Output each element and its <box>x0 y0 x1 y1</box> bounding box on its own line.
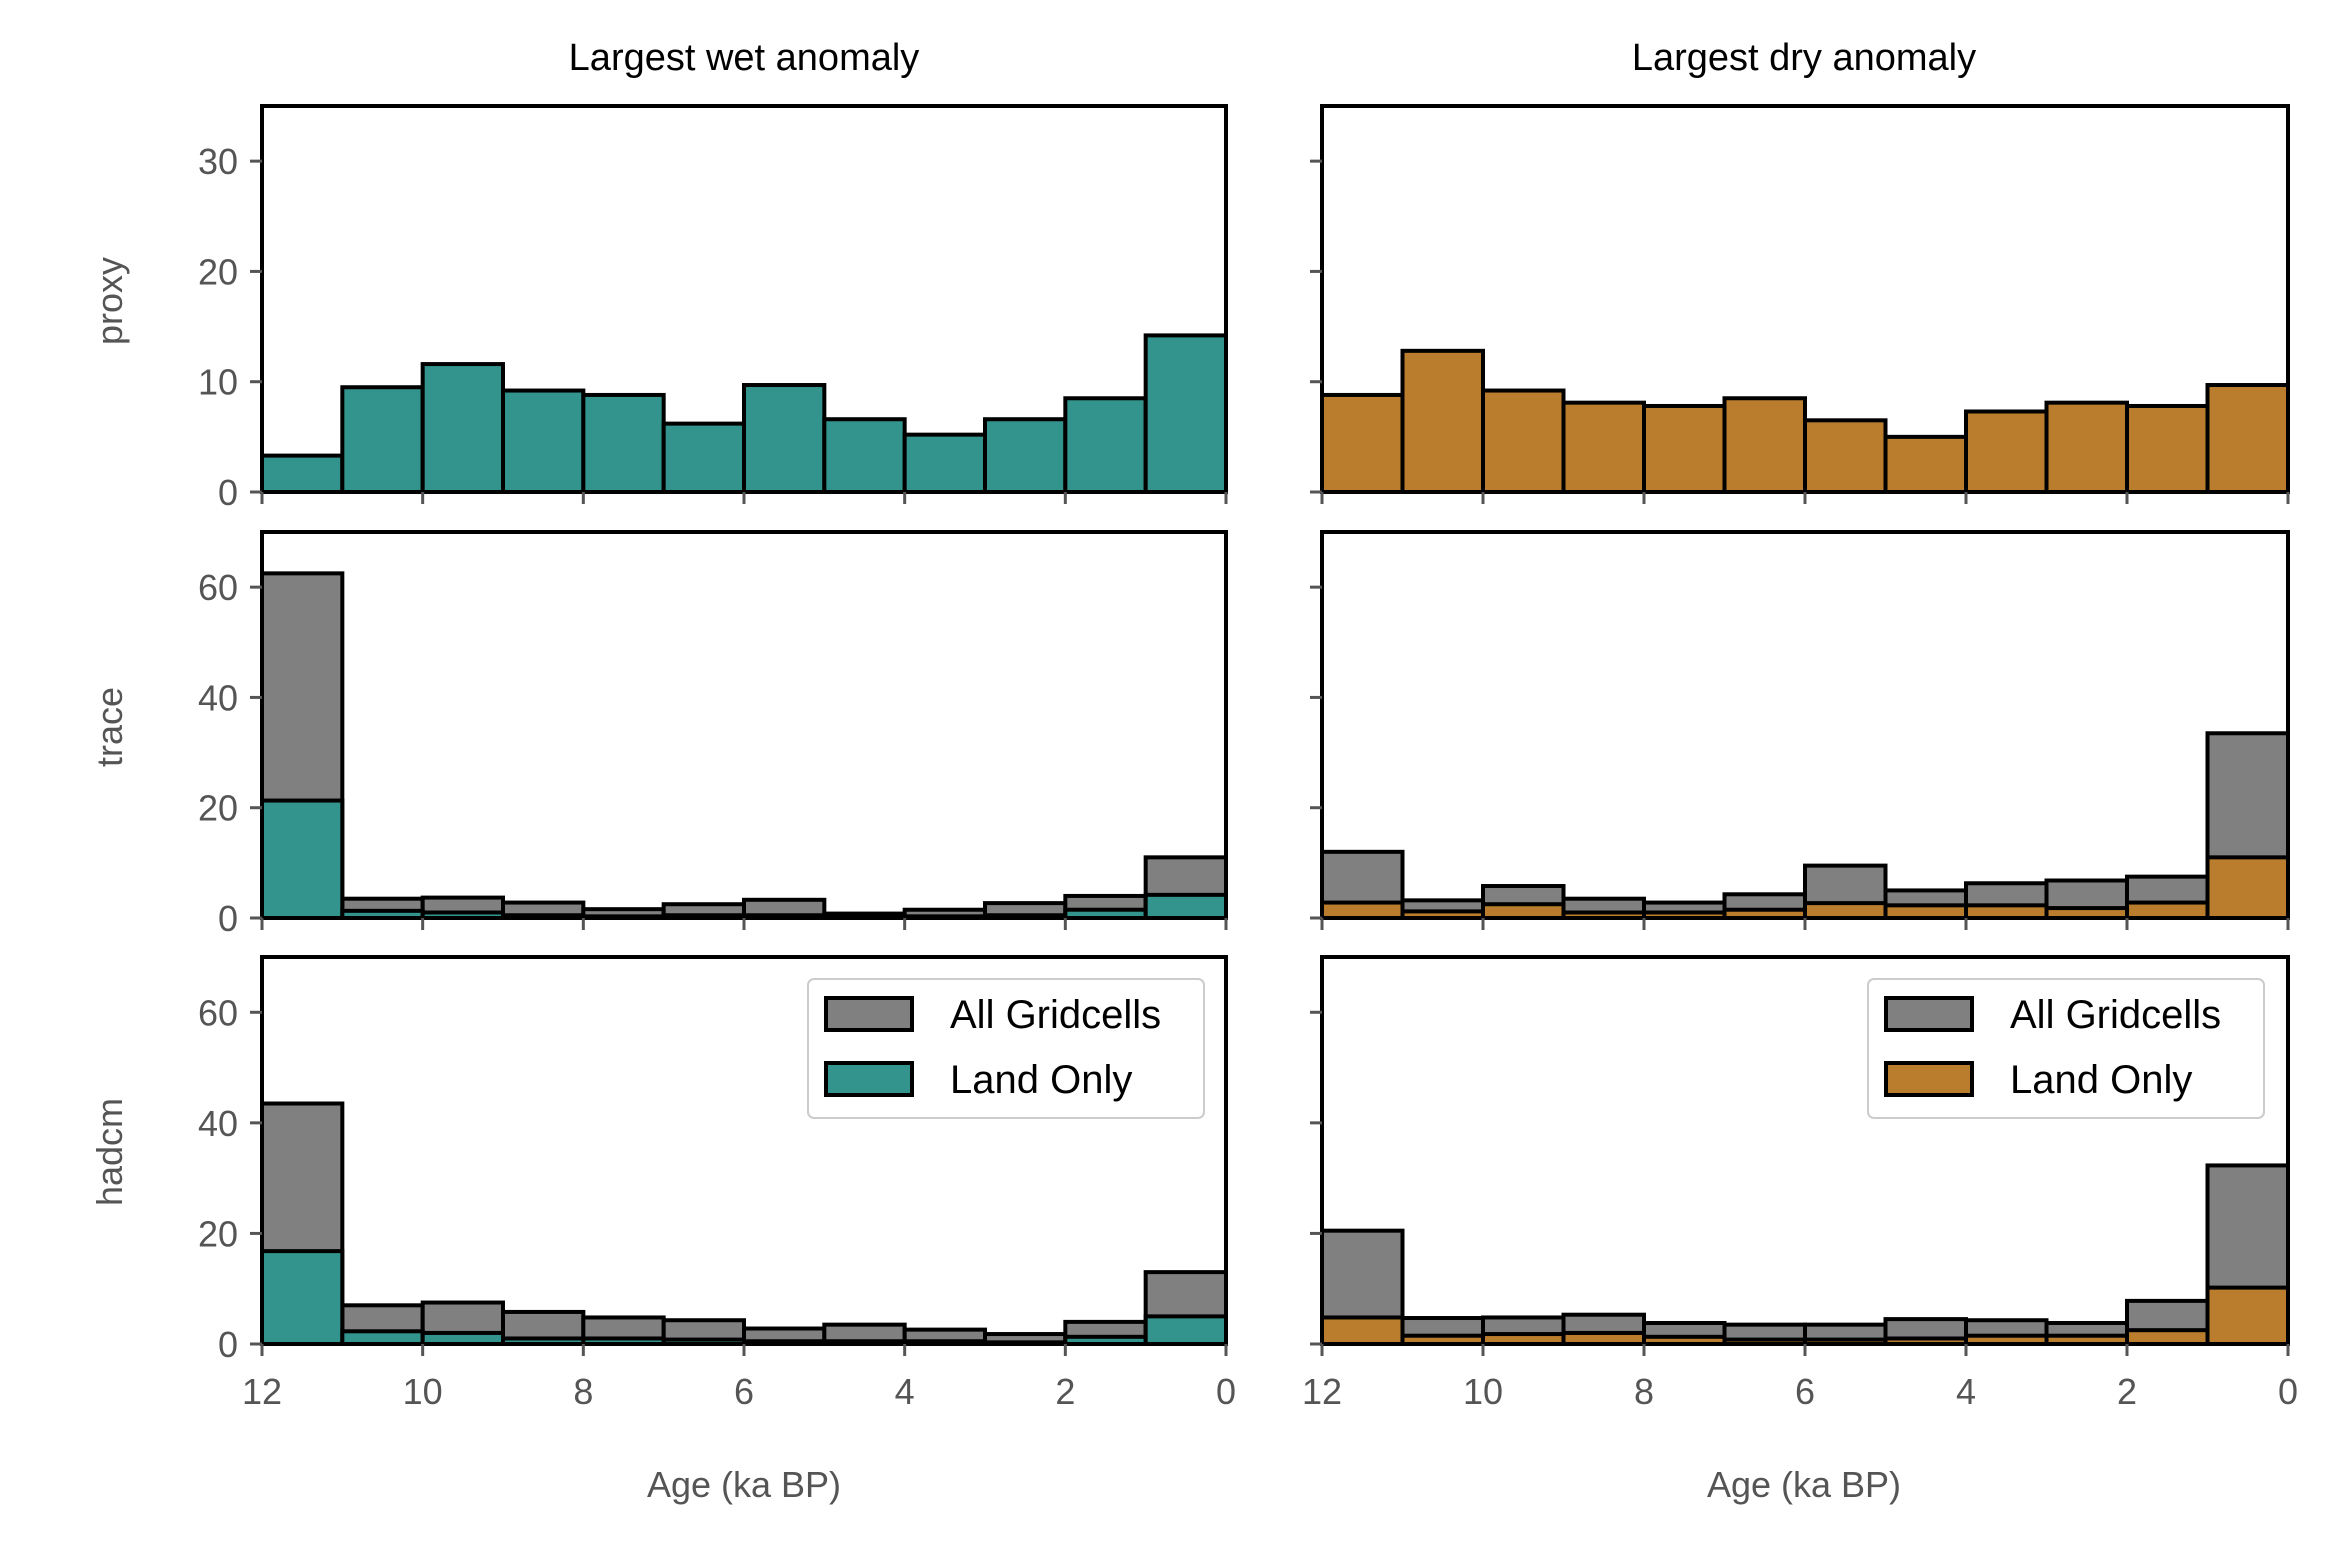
panel-trace-wet: 0 20 40 60 <box>198 530 1228 939</box>
bar-land-only <box>1803 418 1888 495</box>
bar-land-only <box>1803 901 1888 921</box>
bar-land-only <box>1964 409 2049 494</box>
legend-swatch-land <box>824 1061 914 1097</box>
legend-swatch-all <box>1884 996 1974 1032</box>
x-tick-label: 4 <box>1956 1371 1976 1412</box>
bar-land-only <box>1883 434 1968 495</box>
x-tick-label: 0 <box>2278 1371 2298 1412</box>
x-tick-label: 12 <box>1302 1371 1342 1412</box>
x-tick-label: 6 <box>734 1371 754 1412</box>
x-tick-label: 6 <box>1795 1371 1815 1412</box>
y-tick-label: 40 <box>198 677 238 718</box>
column-title-dry: Largest dry anomaly <box>1632 37 1976 79</box>
bar-land-only <box>1481 902 1566 921</box>
x-tick-label: 2 <box>2117 1371 2137 1412</box>
bar-land-only <box>260 798 345 920</box>
bar-land-only <box>2125 403 2210 494</box>
bar-land-only <box>2125 900 2210 920</box>
bar-land-only <box>2205 855 2290 920</box>
y-tick-label: 0 <box>218 898 238 939</box>
y-tick-label: 20 <box>198 788 238 829</box>
y-tick-label: 40 <box>198 1103 238 1144</box>
bar-land-only <box>1143 333 1228 494</box>
bar-land-only <box>1722 396 1807 494</box>
row-label-proxy: proxy <box>89 257 130 345</box>
bar-land-only <box>1320 1315 1405 1347</box>
y-tick-label: 30 <box>198 141 238 182</box>
legend-swatch-all <box>824 996 914 1032</box>
bar-land-only <box>1320 900 1405 920</box>
x-axis-label-dry: Age (ka BP) <box>1707 1464 1901 1505</box>
bar-land-only <box>742 383 827 494</box>
bar-land-only <box>1642 403 1727 494</box>
bar-land-only <box>2125 1328 2210 1347</box>
panel-trace-dry <box>1310 530 2290 930</box>
bar-land-only <box>902 432 988 494</box>
row-label-hadcm: hadcm <box>89 1098 130 1206</box>
bar-land-only <box>1143 892 1228 921</box>
bar-land-only <box>822 417 907 494</box>
bar-land-only <box>2205 1285 2290 1346</box>
column-title-wet: Largest wet anomaly <box>569 37 920 79</box>
panel-hadcm-dry: 12 10 8 6 4 2 0 <box>1302 955 2298 1412</box>
y-tick-label: 20 <box>198 251 238 292</box>
bar-land-only <box>661 421 747 495</box>
bar-land-only <box>260 1249 345 1346</box>
bar-land-only <box>1063 396 1148 494</box>
legend-label-all: All Gridcells <box>2010 993 2221 1037</box>
x-tick-label: 10 <box>1463 1371 1503 1412</box>
bar-land-only <box>1561 400 1646 495</box>
legend-wet: All Gridcells Land Only <box>807 978 1205 1119</box>
x-axis-label-wet: Age (ka BP) <box>647 1464 841 1505</box>
row-label-trace: trace <box>89 687 130 767</box>
x-tick-label: 4 <box>895 1371 915 1412</box>
bar-land-only <box>1400 348 1485 494</box>
y-tick-label: 20 <box>198 1213 238 1254</box>
bar-land-only <box>2044 400 2129 495</box>
bar-land-only <box>420 362 505 494</box>
bar-land-only <box>260 453 345 494</box>
panel-proxy-dry <box>1310 104 2290 504</box>
y-tick-label: 10 <box>198 362 238 403</box>
legend-swatch-land <box>1884 1061 1974 1097</box>
y-tick-label: 60 <box>198 567 238 608</box>
legend-label-land: Land Only <box>2010 1058 2192 1102</box>
panel-proxy-wet: 0 10 20 30 <box>198 104 1228 513</box>
x-tick-label: 8 <box>573 1371 593 1412</box>
y-tick-label: 60 <box>198 992 238 1033</box>
y-tick-label: 0 <box>218 472 238 513</box>
bar-land-only <box>983 417 1068 494</box>
bar-land-only <box>501 388 586 494</box>
bar-land-only <box>340 385 425 495</box>
x-tick-label: 8 <box>1634 1371 1654 1412</box>
bar-land-only <box>1481 388 1566 494</box>
bar-land-only <box>2205 383 2290 494</box>
legend-dry: All Gridcells Land Only <box>1867 978 2265 1119</box>
y-tick-label: 0 <box>218 1324 238 1365</box>
x-tick-label: 0 <box>1216 1371 1236 1412</box>
x-tick-label: 2 <box>1055 1371 1075 1412</box>
legend-label-land: Land Only <box>950 1058 1132 1102</box>
bar-land-only <box>581 392 666 495</box>
bar-land-only <box>1320 392 1405 495</box>
bar-land-only <box>1143 1314 1228 1347</box>
x-tick-label: 10 <box>403 1371 443 1412</box>
x-tick-label: 12 <box>242 1371 282 1412</box>
legend-label-all: All Gridcells <box>950 993 1161 1037</box>
